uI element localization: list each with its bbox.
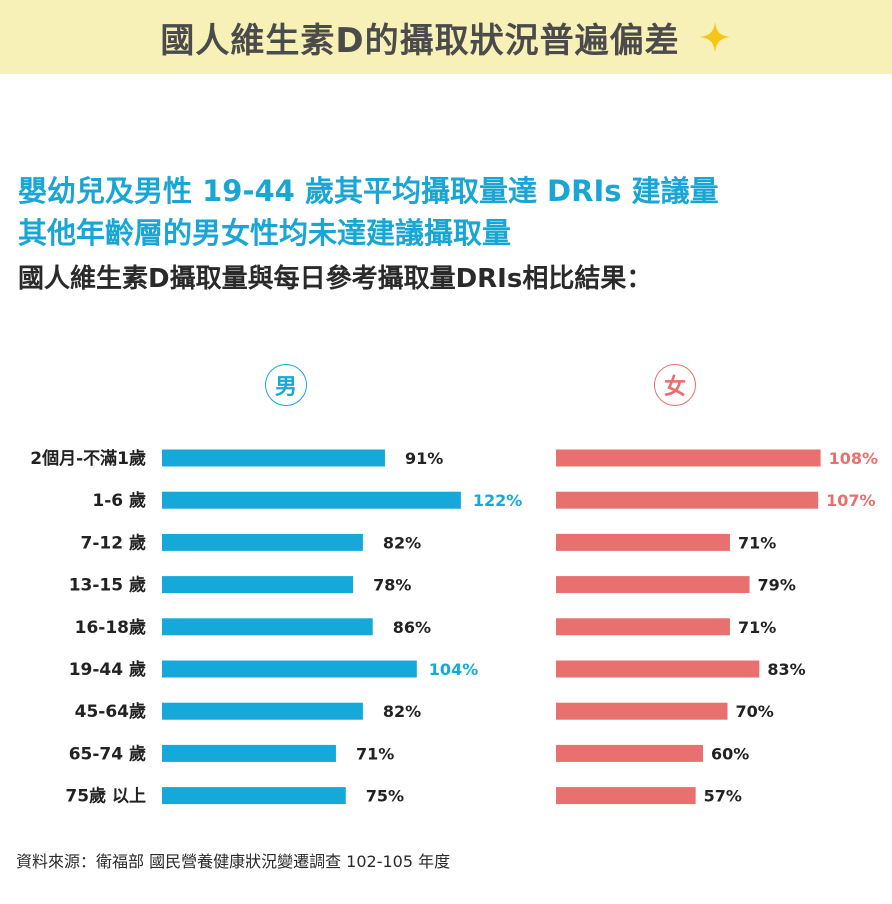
- female-value-label: 57%: [704, 787, 742, 806]
- male-bar: [162, 449, 385, 467]
- male-value-label: 75%: [366, 787, 404, 806]
- male-bar: [162, 533, 363, 551]
- female-bar: [556, 491, 819, 509]
- female-value-label: 79%: [758, 576, 796, 595]
- sparkle-star-icon: [699, 21, 730, 53]
- category-label: 7-12 歲: [81, 532, 146, 553]
- female-value-label: 71%: [738, 533, 776, 552]
- male-value-label: 86%: [393, 618, 431, 637]
- male-bar: [162, 787, 346, 805]
- headline-line-1: 嬰幼兒及男性 19-44 歲其平均攝取量達 DRIs 建議量: [18, 174, 719, 208]
- female-value-label: 71%: [738, 618, 776, 637]
- female-value-label: 83%: [767, 660, 805, 679]
- category-label: 13-15 歲: [69, 575, 146, 596]
- category-label: 16-18歲: [75, 617, 146, 638]
- female-bar: [556, 576, 750, 594]
- chart-subtitle: 國人維生素D攝取量與每日參考攝取量DRIs相比結果：: [18, 264, 653, 294]
- female-bar: [556, 449, 821, 467]
- female-bar: [556, 533, 730, 551]
- male-value-label: 104%: [429, 660, 478, 679]
- male-value-label: 122%: [473, 491, 522, 510]
- female-bar: [556, 618, 730, 636]
- male-value-label: 82%: [383, 533, 421, 552]
- headline-line-2: 其他年齡層的男女性均未達建議攝取量: [18, 216, 512, 250]
- vitamin-d-bar-chart: 2個月-不滿1歲 91% 108% 1-6 歲 122% 107% 7-12 歲 82% 71%…: [30, 448, 878, 807]
- male-value-label: 82%: [383, 702, 421, 721]
- male-bar: [162, 660, 417, 678]
- category-label: 1-6 歲: [92, 490, 146, 511]
- category-label: 75歲 以上: [65, 786, 146, 807]
- category-label: 65-74 歲: [69, 743, 146, 764]
- female-value-label: 108%: [829, 449, 878, 468]
- male-bar: [162, 618, 373, 636]
- male-value-label: 71%: [356, 744, 394, 763]
- source-note: 資料來源：衛福部 國民營養健康狀況變遷調查 102-105 年度: [16, 852, 451, 871]
- male-bar: [162, 702, 363, 720]
- male-value-label: 78%: [373, 576, 411, 595]
- female-bar: [556, 744, 703, 762]
- category-label: 2個月-不滿1歲: [30, 448, 146, 469]
- female-value-label: 60%: [711, 744, 749, 763]
- female-bar: [556, 787, 696, 805]
- female-value-label: 70%: [736, 702, 774, 721]
- category-label: 45-64歲: [75, 701, 146, 722]
- female-bar: [556, 702, 728, 720]
- banner-title: 國人維生素D的攝取狀況普遍偏差: [160, 20, 680, 61]
- female-bar: [556, 660, 760, 678]
- male-bar: [162, 576, 354, 594]
- male-value-label: 91%: [405, 449, 443, 468]
- title-banner: 國人維生素D的攝取狀況普遍偏差: [0, 0, 892, 74]
- female-legend-badge: 女: [654, 364, 696, 406]
- category-label: 19-44 歲: [69, 659, 146, 680]
- male-bar: [162, 491, 461, 509]
- male-legend-badge: 男: [265, 364, 307, 406]
- male-bar: [162, 744, 336, 762]
- female-value-label: 107%: [826, 491, 875, 510]
